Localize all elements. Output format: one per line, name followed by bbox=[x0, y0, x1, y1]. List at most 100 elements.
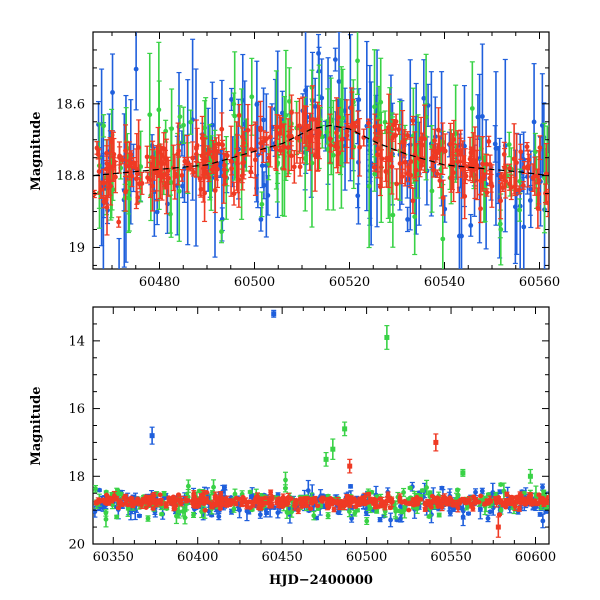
x-axis-label: HJD−2400000 bbox=[269, 573, 373, 588]
data-point-red bbox=[220, 139, 226, 150]
data-point-red bbox=[200, 134, 206, 203]
data-point-green bbox=[427, 490, 433, 496]
data-point-red bbox=[447, 495, 453, 501]
data-point-green bbox=[231, 92, 237, 116]
data-point-green bbox=[93, 484, 99, 493]
data-point-red bbox=[516, 505, 522, 512]
data-point-red bbox=[178, 495, 184, 505]
data-point-red bbox=[541, 500, 547, 507]
data-point-green bbox=[325, 512, 331, 520]
data-point-green bbox=[396, 508, 402, 514]
data-point-red bbox=[162, 181, 168, 190]
data-point-red bbox=[528, 492, 534, 499]
data-point-green bbox=[283, 49, 289, 181]
data-point-red bbox=[157, 492, 163, 498]
data-point-green bbox=[364, 517, 370, 526]
outlier-point-blue bbox=[149, 426, 155, 445]
data-point-red bbox=[536, 183, 542, 205]
data-point-green bbox=[498, 482, 504, 487]
outlier-point-green bbox=[342, 421, 348, 437]
data-point-red bbox=[480, 136, 486, 192]
data-point-red bbox=[221, 153, 227, 186]
data-point-green bbox=[103, 509, 109, 517]
data-point-red bbox=[406, 507, 412, 513]
data-point-red bbox=[540, 496, 546, 501]
data-point-blue bbox=[122, 276, 127, 299]
data-point-red bbox=[308, 506, 314, 511]
data-point-red bbox=[104, 179, 110, 236]
data-point-red bbox=[170, 494, 176, 500]
data-point-red bbox=[240, 494, 246, 500]
data-point-green bbox=[289, 505, 295, 518]
data-point-red bbox=[123, 124, 129, 178]
data-point-red bbox=[289, 94, 295, 131]
data-point-green bbox=[506, 131, 512, 158]
data-point-red bbox=[133, 501, 139, 506]
data-point-red bbox=[126, 141, 132, 181]
data-point-red bbox=[472, 498, 478, 504]
data-point-red bbox=[455, 503, 461, 513]
data-point-red bbox=[337, 504, 343, 511]
data-point-red bbox=[257, 100, 263, 156]
x-tick-label: 60560 bbox=[519, 275, 560, 290]
data-point-red bbox=[397, 143, 403, 185]
data-point-red bbox=[390, 118, 396, 131]
data-point-red bbox=[139, 501, 145, 510]
data-point-red bbox=[116, 141, 122, 174]
data-point-red bbox=[401, 129, 407, 157]
data-point-green bbox=[180, 106, 186, 144]
y-tick-label: 18 bbox=[68, 470, 85, 485]
data-point-red bbox=[493, 495, 499, 501]
data-point-red bbox=[410, 187, 416, 214]
data-point-red bbox=[176, 143, 182, 158]
data-point-green bbox=[282, 484, 288, 493]
x-tick-label: 60500 bbox=[346, 550, 387, 565]
data-point-red bbox=[184, 134, 190, 193]
data-point-blue bbox=[377, 517, 383, 523]
data-point-red bbox=[151, 495, 157, 505]
data-point-red bbox=[161, 161, 167, 188]
data-point-red bbox=[385, 491, 391, 499]
y-tick-label: 20 bbox=[68, 538, 85, 553]
data-point-green bbox=[407, 485, 413, 491]
data-point-red bbox=[405, 131, 411, 140]
data-point-blue bbox=[540, 483, 546, 491]
outlier-point-green bbox=[384, 325, 390, 350]
data-point-red bbox=[504, 491, 510, 497]
data-point-red bbox=[447, 122, 453, 166]
x-tick-label: 60550 bbox=[430, 550, 471, 565]
y-tick-label: 18.8 bbox=[56, 169, 85, 184]
data-point-red bbox=[537, 135, 543, 161]
data-point-red bbox=[293, 501, 299, 507]
data-point-green bbox=[159, 511, 165, 517]
data-point-blue bbox=[485, 514, 491, 523]
data-point-red bbox=[373, 499, 379, 506]
data-point-green bbox=[352, 509, 358, 517]
data-point-blue bbox=[161, 495, 167, 501]
data-point-red bbox=[526, 153, 532, 166]
data-point-green bbox=[161, 490, 167, 497]
data-point-red bbox=[485, 500, 491, 506]
data-point-red bbox=[520, 180, 526, 190]
data-point-red bbox=[269, 501, 275, 509]
outlier-point-blue bbox=[271, 309, 277, 318]
y-tick-label: 18.6 bbox=[56, 97, 85, 112]
data-point-green bbox=[145, 515, 151, 522]
data-point-red bbox=[297, 157, 303, 177]
data-point-blue bbox=[258, 207, 264, 232]
outlier-point-red bbox=[433, 433, 439, 452]
data-point-red bbox=[110, 497, 116, 503]
data-point-blue bbox=[521, 176, 527, 269]
data-point-red bbox=[94, 141, 100, 155]
data-point-red bbox=[484, 153, 490, 175]
data-point-red bbox=[298, 496, 304, 501]
data-point-red bbox=[472, 149, 478, 172]
data-point-green bbox=[355, 32, 361, 95]
data-point-red bbox=[305, 123, 311, 151]
data-point-red bbox=[231, 181, 237, 206]
data-point-red bbox=[442, 133, 448, 169]
data-point-red bbox=[521, 161, 527, 175]
data-point-red bbox=[414, 496, 420, 502]
data-point-red bbox=[291, 150, 297, 184]
